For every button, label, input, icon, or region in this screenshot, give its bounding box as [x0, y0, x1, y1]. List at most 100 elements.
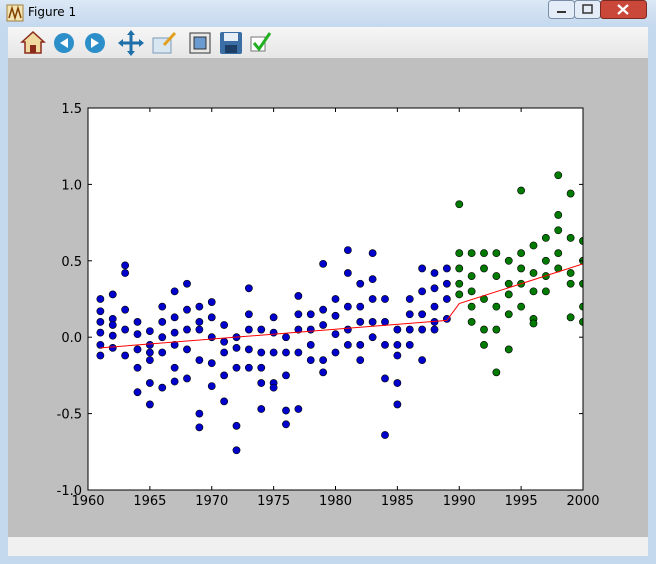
point [430, 325, 439, 334]
point [455, 249, 464, 258]
point [381, 295, 389, 303]
x-tick-label: 1965 [133, 494, 166, 509]
app-icon [6, 4, 24, 22]
frame [648, 27, 656, 564]
point [232, 363, 241, 372]
point [282, 348, 290, 357]
point [455, 200, 464, 209]
point [170, 363, 179, 372]
point [121, 261, 130, 270]
point [467, 272, 476, 280]
point [343, 302, 352, 311]
point [517, 302, 526, 311]
point [282, 333, 290, 342]
point [541, 233, 550, 242]
point [467, 318, 476, 326]
point [158, 302, 167, 311]
point [356, 340, 365, 349]
x-tick-label: 1995 [505, 494, 538, 509]
point [96, 328, 105, 337]
save-button[interactable] [220, 32, 242, 54]
x-tick-label: 1980 [319, 494, 352, 509]
point [207, 359, 216, 368]
subplots-button[interactable] [189, 32, 211, 54]
point [442, 264, 451, 273]
point [442, 279, 451, 288]
window-controls [548, 0, 647, 19]
point [319, 321, 328, 329]
pan-button[interactable] [118, 30, 144, 56]
point [170, 287, 179, 296]
point [368, 275, 377, 284]
zoom-button[interactable] [152, 31, 177, 54]
point [418, 287, 427, 296]
point [269, 313, 278, 322]
point [356, 356, 365, 365]
point [356, 318, 365, 326]
point [381, 431, 389, 439]
forward-button[interactable] [85, 33, 105, 53]
point [319, 305, 328, 314]
point [294, 310, 303, 319]
x-tick-label: 1985 [381, 494, 414, 509]
point [405, 325, 414, 334]
point [492, 249, 501, 258]
point [183, 305, 191, 314]
point [504, 290, 513, 299]
point [418, 310, 427, 319]
toolbar [8, 27, 648, 58]
point [529, 269, 538, 277]
point [480, 264, 488, 273]
point [467, 249, 476, 258]
point [220, 397, 229, 406]
point [121, 269, 130, 277]
point [405, 310, 414, 319]
point [207, 382, 216, 390]
point [183, 279, 191, 288]
point [566, 269, 575, 277]
point [108, 343, 117, 352]
y-tick-label: 0.0 [61, 331, 82, 346]
point [96, 307, 105, 316]
point [517, 249, 526, 258]
point [492, 325, 501, 334]
point [158, 318, 167, 326]
point [170, 313, 179, 322]
point [145, 348, 154, 357]
fit-line [100, 263, 583, 349]
point [282, 406, 290, 415]
point [269, 348, 278, 357]
edit-button[interactable] [250, 32, 272, 52]
point [145, 340, 154, 349]
point [170, 340, 179, 349]
point [244, 363, 253, 372]
point [554, 226, 563, 235]
point [319, 356, 328, 365]
point [306, 356, 315, 365]
home-button[interactable] [20, 30, 46, 54]
point [244, 284, 253, 293]
point [455, 290, 464, 299]
point [145, 327, 154, 335]
point [207, 313, 216, 322]
point [554, 211, 563, 219]
point [368, 295, 377, 303]
point [480, 249, 488, 258]
point [108, 321, 117, 329]
point [195, 325, 204, 334]
point [195, 302, 204, 311]
point [343, 269, 352, 277]
point [381, 374, 389, 383]
point [492, 272, 501, 280]
point [343, 325, 352, 334]
point [405, 340, 414, 349]
point [158, 383, 167, 392]
point [331, 330, 340, 339]
point [529, 287, 538, 296]
point [306, 340, 315, 349]
back-button[interactable] [54, 33, 74, 53]
point [480, 325, 488, 334]
point [393, 340, 402, 349]
point [195, 318, 204, 326]
